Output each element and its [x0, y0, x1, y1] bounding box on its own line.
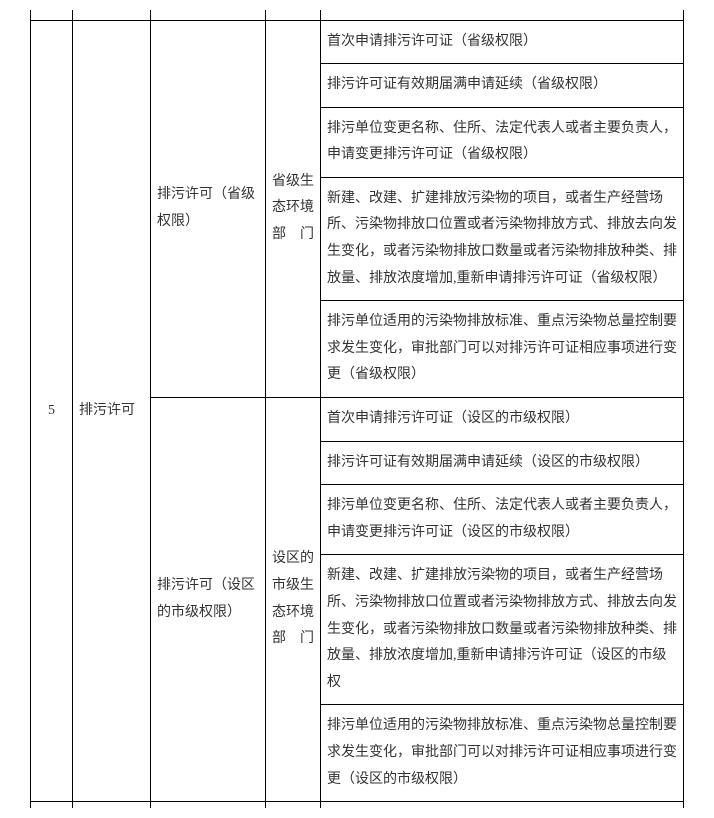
header-partial-row — [31, 10, 684, 20]
footer-cell — [73, 802, 151, 808]
footer-cell — [266, 802, 321, 808]
detail-cell: 排污单位变更名称、住所、法定代表人或者主要负责人，申请变更排污许可证（设区的市级… — [321, 485, 684, 555]
detail-cell: 首次申请排污许可证（省级权限） — [321, 20, 684, 64]
detail-cell: 排污许可证有效期届满申请延续（省级权限） — [321, 64, 684, 108]
footer-cell — [151, 802, 266, 808]
detail-cell: 新建、改建、扩建排放污染物的项目，或者生产经营场所、污染物排放口位置或者污染物排… — [321, 555, 684, 705]
header-cell — [151, 10, 266, 20]
header-cell — [31, 10, 73, 20]
category-cell: 排污许可 — [73, 20, 151, 802]
department-cell: 省级生态环境部门 — [266, 20, 321, 398]
header-cell — [321, 10, 684, 20]
detail-cell: 排污单位变更名称、住所、法定代表人或者主要负责人，申请变更排污许可证（省级权限） — [321, 107, 684, 177]
header-cell — [266, 10, 321, 20]
subcategory-cell: 排污许可（省级权限） — [151, 20, 266, 398]
detail-cell: 新建、改建、扩建排放污染物的项目，或者生产经营场所、污染物排放口位置或者污染物排… — [321, 177, 684, 300]
footer-cell — [31, 802, 73, 808]
detail-cell: 首次申请排污许可证（设区的市级权限） — [321, 398, 684, 442]
permit-table: 5 排污许可 排污许可（省级权限） 省级生态环境部门 首次申请排污许可证（省级权… — [30, 10, 684, 808]
footer-cell — [321, 802, 684, 808]
header-cell — [73, 10, 151, 20]
detail-cell: 排污单位适用的污染物排放标准、重点污染物总量控制要求发生变化，审批部门可以对排污… — [321, 705, 684, 802]
detail-cell: 排污许可证有效期届满申请延续（设区的市级权限） — [321, 441, 684, 485]
detail-cell: 排污单位适用的污染物排放标准、重点污染物总量控制要求发生变化，审批部门可以对排污… — [321, 301, 684, 398]
row-number: 5 — [31, 20, 73, 802]
subcategory-cell: 排污许可（设区的市级权限） — [151, 398, 266, 802]
table-row: 5 排污许可 排污许可（省级权限） 省级生态环境部门 首次申请排污许可证（省级权… — [31, 20, 684, 64]
footer-partial-row — [31, 802, 684, 808]
department-cell: 设区的市级生态环境部门 — [266, 398, 321, 802]
